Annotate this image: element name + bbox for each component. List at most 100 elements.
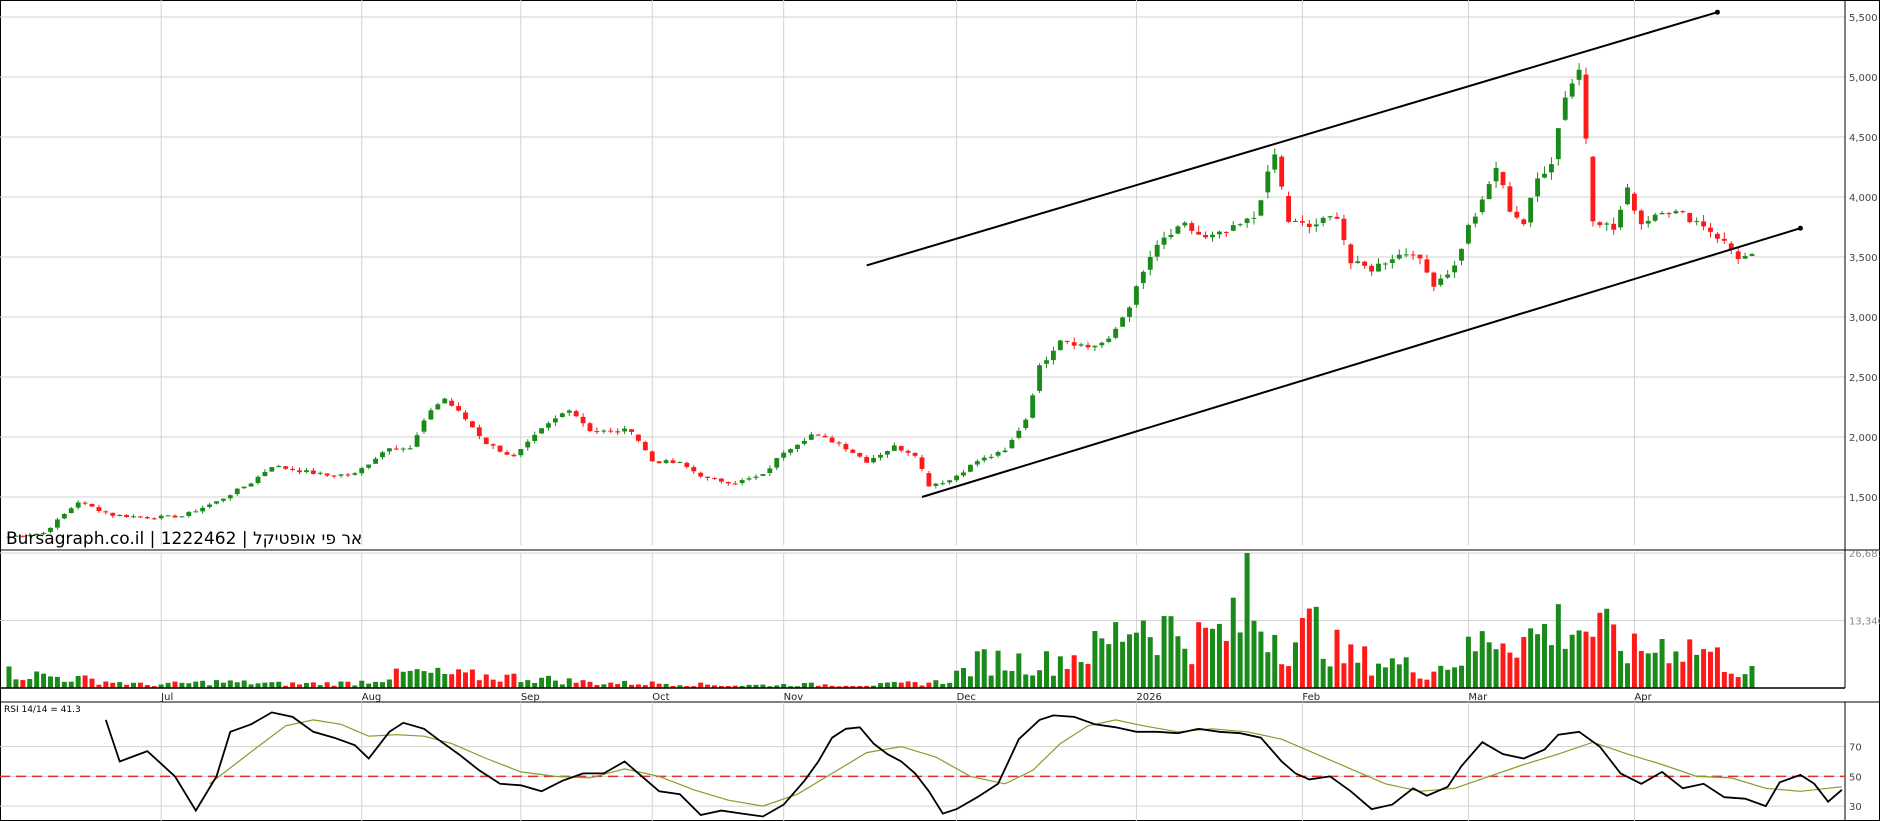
volume-bar [511,673,517,688]
volume-bar [1120,641,1126,688]
candle-body [1223,231,1229,233]
candle-body [801,440,807,444]
volume-bar [705,684,711,688]
candle-body [158,515,164,519]
volume-bar [1721,671,1727,688]
candle-body [1044,360,1049,364]
volume-bar [338,681,344,688]
candle-body [1106,338,1112,342]
volume-bar [124,684,130,688]
volume-bar [476,680,482,688]
volume-bar [1638,650,1644,688]
volume-bar [1182,648,1188,688]
candle-body [546,423,551,428]
volume-bar [200,680,206,688]
candle-body [414,435,420,447]
candle-body [933,483,939,486]
volume-bar [248,684,254,688]
volume-bar [241,680,247,688]
volume-bar [532,682,538,688]
volume-tick-label: 13,340 [1849,617,1880,628]
volume-bar [691,686,697,688]
volume-bar [871,685,877,688]
candle-body [1618,209,1624,228]
volume-bar [698,682,704,688]
candle-body [1244,218,1250,223]
candle-body [303,470,309,472]
volume-bar [1493,649,1499,688]
volume-bar [1140,620,1146,688]
candle-body [781,452,787,458]
volume-bar [1542,624,1547,688]
candle-body [1023,419,1029,429]
candle-body [290,468,296,470]
volume-bar [891,681,897,688]
candle-body [476,427,482,437]
candle-body [843,444,849,450]
rsi-line [104,711,1843,818]
candle-body [1465,225,1471,244]
candle-body [635,434,641,441]
candle-body [1659,212,1665,215]
candle-body [947,480,953,483]
candle-body [207,504,213,507]
candle-body [1279,156,1285,187]
candle-body [1396,254,1402,259]
volume-bar [601,684,607,688]
candle-body [1016,430,1022,438]
candle-body [919,457,925,469]
candle-body [573,411,579,417]
volume-bar [110,682,116,688]
volume-bar [781,683,787,688]
volume-bar [1431,671,1437,688]
volume-bar [1708,651,1713,688]
candle-body [1424,259,1430,273]
volume-bar [1113,622,1119,688]
candle-body [96,507,102,511]
candle-body [1376,263,1381,272]
volume-bar [788,686,794,688]
volume-bar [988,675,994,688]
candle-body [483,437,489,445]
candle-body [760,474,766,476]
volume-bar [324,682,330,688]
candle-body [1037,365,1043,391]
volume-bar [1133,632,1139,688]
volume-bar [1320,658,1326,688]
candle-body [857,453,863,457]
volume-bar [753,684,759,688]
x-tick-label: Feb [1302,692,1320,703]
candle-body [705,476,711,478]
candle-body [1099,342,1105,346]
candle-body [6,536,12,538]
candle-body [1472,216,1478,224]
volume-bar [96,684,102,688]
volume-bar [539,677,545,688]
header-label: Bursagraph.co.il | 1222462 | אר פי אופטי… [6,529,362,549]
candle-body [310,470,316,474]
volume-bar [1258,631,1264,688]
volume-bar [1562,648,1568,688]
candle-body [725,481,731,484]
volume-bar [1189,664,1195,688]
candle-body [1728,243,1734,250]
candle-body [1749,254,1755,256]
candle-body [20,535,26,537]
volume-bar [1548,645,1554,688]
volume-bar [1701,649,1707,688]
volume-bar [310,682,316,688]
volume-bar [1694,654,1700,688]
volume-bar [428,672,434,688]
volume-bar [801,682,807,688]
candle-body [1272,154,1278,170]
candle-body [324,473,330,476]
volume-bar [151,686,157,688]
trend-line-end [1797,225,1803,231]
candle-body [82,502,88,504]
candle-body [359,468,365,474]
volume-bar [649,681,655,688]
volume-bar [1210,628,1215,688]
volume-bar [1618,650,1624,688]
x-tick-label: Aug [362,692,382,703]
volume-bar [1279,664,1285,688]
